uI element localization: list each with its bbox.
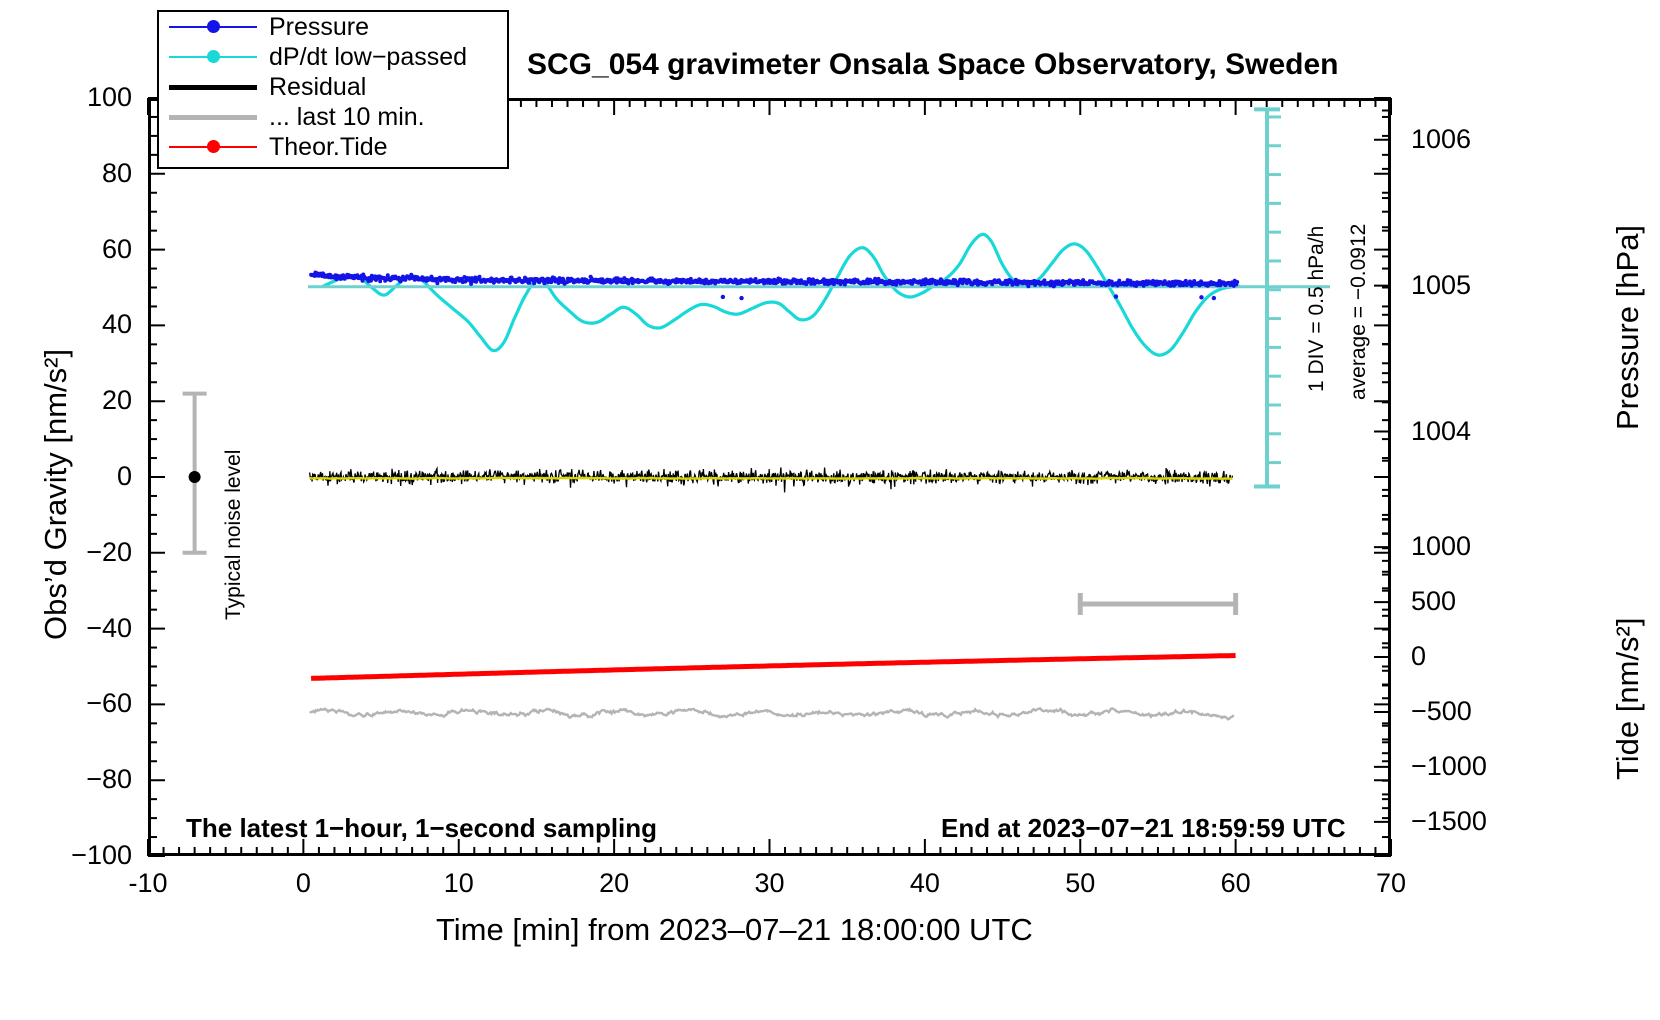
y-tick-label: 100 — [86, 82, 132, 112]
x-tick-label: 30 — [754, 868, 785, 898]
x-tick-label: 60 — [1220, 868, 1251, 898]
chart-title: SCG_054 gravimeter Onsala Space Observat… — [527, 48, 1339, 81]
x-tick-label: 70 — [1375, 868, 1407, 898]
y-tick-label: 0 — [116, 461, 132, 491]
tide-tick-label: −1000 — [1411, 750, 1487, 781]
y-tick-label: −40 — [86, 612, 132, 643]
y-axis-left-title: Obs’d Gravity [nm/s²] — [38, 348, 73, 640]
tide-tick-label: −1500 — [1411, 805, 1487, 836]
tide-tick-label: 0 — [1411, 641, 1427, 672]
tide-tick-label: 1000 — [1411, 531, 1472, 562]
div-scale-label: 1 DIV = 0.5 hPa/h — [1305, 225, 1328, 392]
average-label: average = −0.0912 — [1347, 223, 1370, 400]
legend-item-dpdt[interactable]: dP/dt low−passed — [159, 42, 507, 72]
legend-label-residual: Residual — [269, 72, 367, 101]
typical-noise-level-label: Typical noise level — [222, 449, 245, 620]
y-tick-label: −20 — [86, 536, 132, 567]
legend-label-dpdt: dP/dt low−passed — [269, 42, 468, 71]
y-tick-label: −60 — [86, 688, 132, 719]
legend-swatch-last10 — [169, 107, 257, 127]
plot-area[interactable] — [148, 98, 1391, 856]
x-tick-label: 20 — [599, 868, 630, 898]
legend-label-theortide: Theor.Tide — [269, 132, 388, 161]
pressure-tick-label: 1004 — [1411, 415, 1472, 446]
x-tick-label: -10 — [128, 868, 168, 898]
legend-item-theortide[interactable]: Theor.Tide — [159, 132, 507, 162]
y-tick-label: −80 — [86, 764, 132, 795]
y-axis-right-tide-title: Tide [nm/s²] — [1610, 617, 1645, 781]
caption-left: The latest 1−hour, 1−second sampling — [186, 813, 658, 843]
legend-item-residual[interactable]: Residual — [159, 72, 507, 102]
y-axis-right-pressure-title: Pressure [hPa] — [1610, 224, 1645, 430]
legend-swatch-residual — [169, 77, 257, 97]
legend-item-last10[interactable]: ... last 10 min. — [159, 102, 507, 132]
legend-swatch-dpdt — [169, 47, 257, 67]
pressure-tick-label: 1006 — [1411, 123, 1472, 154]
legend-swatch-pressure — [169, 17, 257, 37]
y-tick-label: −100 — [71, 840, 132, 870]
y-tick-label: 60 — [101, 233, 132, 264]
x-tick-label: 10 — [443, 868, 474, 898]
legend-label-last10: ... last 10 min. — [269, 102, 425, 131]
y-tick-label: 80 — [101, 157, 132, 188]
x-tick-label: 0 — [295, 868, 311, 898]
legend-item-pressure[interactable]: Pressure — [159, 12, 507, 42]
legend[interactable]: Pressure dP/dt low−passed Residual ... l… — [157, 10, 509, 169]
tide-tick-label: −500 — [1411, 695, 1472, 726]
pressure-tick-label: 1005 — [1411, 269, 1472, 300]
x-tick-label: 50 — [1065, 868, 1096, 898]
x-tick-label: 40 — [909, 868, 940, 898]
x-axis-title: Time [min] from 2023–07–21 18:00:00 UTC — [436, 912, 1033, 947]
legend-label-pressure: Pressure — [269, 12, 370, 41]
legend-swatch-theortide — [169, 137, 257, 157]
tide-tick-label: 500 — [1411, 586, 1457, 617]
y-tick-label: 20 — [101, 385, 132, 416]
y-tick-label: 40 — [101, 309, 132, 340]
caption-right: End at 2023−07−21 18:59:59 UTC — [941, 813, 1346, 843]
